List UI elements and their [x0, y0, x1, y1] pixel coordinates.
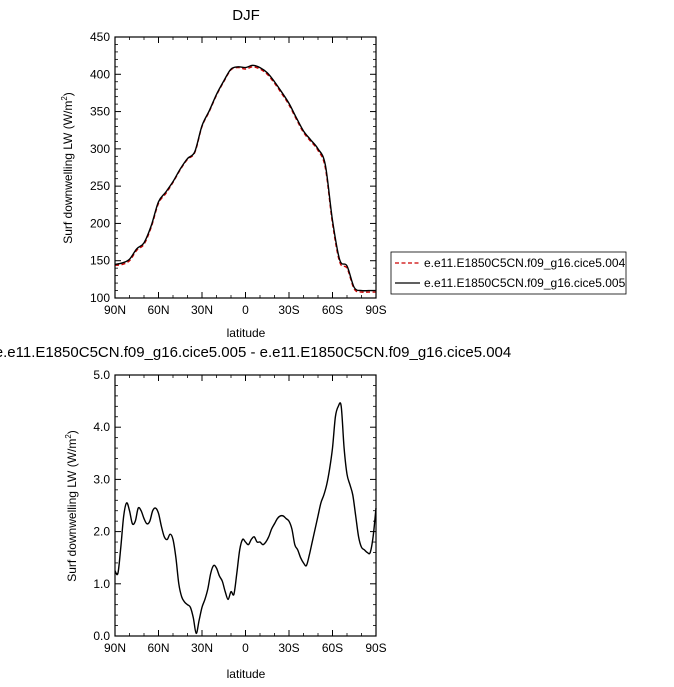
- top-chart-series-line-1: [114, 64, 376, 292]
- bottom-chart-ytick-label: 5.0: [93, 368, 110, 382]
- top-chart-ytick-label: 350: [90, 105, 110, 119]
- top-chart-ytick-label: 400: [90, 67, 110, 81]
- top-chart-frame: [114, 36, 377, 299]
- bottom-chart-ytick-label: 1.0: [93, 577, 110, 591]
- top-chart-ytick-label: 100: [90, 291, 110, 305]
- bottom-chart-marks: 90N 60N 30N 0 30S 60S 90S 0.0 1.0 2.0 3.0 4.0 5.0: [93, 368, 386, 655]
- top-chart-series-line-0: [114, 66, 376, 293]
- bottom-chart-series-line-0: [114, 402, 377, 635]
- top-chart-ytick-label: 250: [90, 179, 110, 193]
- top-chart-xtick-label: 90N: [104, 303, 126, 317]
- bottom-chart-ylabel-sup: 2: [64, 434, 73, 439]
- top-chart-ytick-label: 200: [90, 216, 110, 230]
- top-chart-marks: 90N 60N 30N 0 30S 60S 90S 100 150 200 250 300 350 400…: [90, 30, 387, 317]
- bottom-chart-ylabel-main: Surf downwelling LW (W/m: [65, 439, 79, 582]
- top-chart-xtick-label: 90S: [365, 303, 386, 317]
- legend-box: [390, 251, 627, 295]
- top-chart: DJF 90N 60N 30N 0 30S 60S 90S 100 150 200 250 300 35…: [60, 7, 627, 340]
- top-chart-title: DJF: [232, 7, 260, 24]
- bottom-chart-xtick-label: 90N: [104, 641, 126, 655]
- bottom-chart-ylabel-close: ): [65, 430, 79, 434]
- bottom-chart: e.e11.E1850C5CN.f09_g16.cice5.005 - e.e1…: [0, 344, 511, 681]
- top-chart-ylabel-close: ): [61, 92, 75, 96]
- legend-label-004: e.e11.E1850C5CN.f09_g16.cice5.004: [424, 256, 626, 270]
- bottom-chart-ytick-label: 4.0: [93, 420, 110, 434]
- top-chart-xtick-label: 0: [242, 303, 249, 317]
- bottom-chart-xtick-label: 30N: [191, 641, 213, 655]
- bottom-chart-xtick-label: 0: [242, 641, 249, 655]
- top-chart-xlabel: latitude: [227, 326, 266, 340]
- top-chart-ytick-label: 300: [90, 142, 110, 156]
- legend-label-005: e.e11.E1850C5CN.f09_g16.cice5.005: [424, 276, 626, 290]
- bottom-chart-title: e.e11.E1850C5CN.f09_g16.cice5.005 - e.e1…: [0, 344, 511, 361]
- top-chart-ytick-label: 450: [90, 30, 110, 44]
- bottom-chart-ytick-label: 0.0: [93, 629, 110, 643]
- bottom-chart-xtick-label: 30S: [278, 641, 299, 655]
- bottom-chart-xlabel: latitude: [227, 667, 266, 681]
- bottom-chart-xtick-label: 60N: [147, 641, 169, 655]
- bottom-chart-ytick-label: 2.0: [93, 525, 110, 539]
- top-chart-ylabel-sup: 2: [60, 96, 69, 101]
- top-chart-xtick-label: 60S: [322, 303, 343, 317]
- top-chart-ylabel-main: Surf downwelling LW (W/m: [61, 101, 75, 244]
- bottom-chart-ytick-label: 3.0: [93, 472, 110, 486]
- top-chart-xtick-label: 30S: [278, 303, 299, 317]
- bottom-chart-xtick-label: 60S: [322, 641, 343, 655]
- top-chart-ylabel: Surf downwelling LW (W/m2): [60, 92, 75, 244]
- top-chart-ytick-label: 150: [90, 254, 110, 268]
- top-chart-xtick-label: 30N: [191, 303, 213, 317]
- bottom-chart-xtick-label: 90S: [365, 641, 386, 655]
- bottom-chart-ylabel: Surf downwelling LW (W/m2): [64, 430, 79, 582]
- legend: e.e11.E1850C5CN.f09_g16.cice5.004 e.e11.…: [390, 251, 627, 295]
- top-chart-xtick-label: 60N: [147, 303, 169, 317]
- bottom-chart-frame: [114, 374, 377, 637]
